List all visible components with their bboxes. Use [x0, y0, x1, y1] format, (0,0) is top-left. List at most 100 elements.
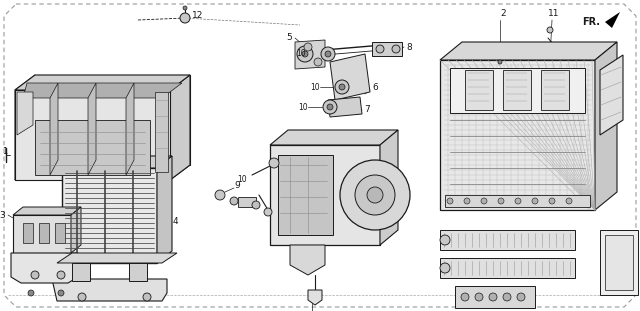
Circle shape [481, 198, 487, 204]
Circle shape [475, 293, 483, 301]
Polygon shape [126, 83, 134, 175]
Circle shape [31, 271, 39, 279]
Circle shape [517, 293, 525, 301]
Circle shape [183, 6, 187, 10]
Circle shape [447, 198, 453, 204]
Circle shape [325, 51, 331, 57]
Bar [455, 286, 535, 308]
Bar [270, 145, 380, 245]
Bar [605, 235, 633, 290]
Circle shape [143, 293, 151, 301]
Bar [450, 68, 585, 113]
Polygon shape [328, 97, 362, 117]
Polygon shape [35, 75, 190, 165]
Text: 5: 5 [286, 33, 292, 41]
Polygon shape [290, 245, 325, 275]
Text: 10: 10 [310, 82, 320, 91]
Circle shape [566, 198, 572, 204]
Polygon shape [71, 207, 81, 253]
Bar [440, 258, 575, 278]
Bar [372, 42, 402, 56]
Polygon shape [52, 279, 167, 301]
Bar [541, 70, 569, 110]
Circle shape [58, 290, 64, 296]
Circle shape [302, 51, 308, 57]
Polygon shape [13, 207, 81, 215]
Polygon shape [11, 253, 78, 283]
Text: 9: 9 [234, 180, 240, 189]
Circle shape [503, 293, 511, 301]
Polygon shape [295, 40, 325, 69]
Text: 10: 10 [296, 49, 306, 58]
Circle shape [532, 198, 538, 204]
Polygon shape [155, 92, 168, 172]
Bar [129, 263, 147, 281]
Circle shape [28, 290, 34, 296]
Polygon shape [88, 83, 96, 175]
Text: 1: 1 [2, 147, 7, 156]
Bar [23, 223, 33, 243]
Text: 6: 6 [372, 82, 378, 91]
Circle shape [297, 46, 313, 62]
Circle shape [440, 235, 450, 245]
Circle shape [367, 187, 383, 203]
Polygon shape [380, 130, 398, 245]
Text: 2: 2 [500, 10, 506, 18]
Polygon shape [15, 165, 190, 180]
Polygon shape [15, 75, 190, 90]
Bar [503, 70, 531, 110]
Circle shape [498, 198, 504, 204]
Bar [72, 263, 90, 281]
Polygon shape [605, 12, 620, 28]
Polygon shape [15, 75, 35, 180]
Bar [465, 70, 493, 110]
Text: 8: 8 [406, 43, 412, 52]
Circle shape [327, 104, 333, 110]
Circle shape [78, 293, 86, 301]
Circle shape [335, 80, 349, 94]
Polygon shape [157, 156, 172, 263]
Bar [445, 195, 590, 207]
Bar [440, 60, 595, 210]
Text: 10: 10 [298, 103, 308, 112]
Bar [55, 223, 65, 243]
Bar [600, 230, 638, 295]
Circle shape [314, 58, 322, 66]
Polygon shape [23, 83, 182, 98]
Circle shape [515, 198, 521, 204]
Bar [62, 168, 157, 263]
Text: 4: 4 [173, 217, 179, 226]
Circle shape [264, 208, 272, 216]
Circle shape [440, 263, 450, 273]
Bar [278, 155, 333, 235]
Polygon shape [595, 42, 617, 210]
Circle shape [392, 45, 400, 53]
Bar [13, 215, 71, 253]
Text: FR.: FR. [582, 17, 600, 27]
Polygon shape [57, 253, 177, 263]
Polygon shape [270, 130, 398, 145]
Polygon shape [15, 90, 170, 180]
Circle shape [304, 43, 312, 51]
Circle shape [549, 198, 555, 204]
Circle shape [215, 190, 225, 200]
Circle shape [339, 84, 345, 90]
Circle shape [355, 175, 395, 215]
Polygon shape [330, 54, 370, 100]
Circle shape [498, 60, 502, 64]
Polygon shape [600, 55, 623, 135]
Circle shape [489, 293, 497, 301]
Circle shape [376, 45, 384, 53]
Circle shape [269, 158, 279, 168]
Circle shape [547, 27, 553, 33]
Polygon shape [440, 42, 617, 60]
Circle shape [323, 100, 337, 114]
Polygon shape [50, 83, 58, 175]
Circle shape [321, 47, 335, 61]
Polygon shape [170, 75, 190, 180]
Text: 12: 12 [192, 12, 204, 21]
Text: 10: 10 [237, 175, 247, 184]
Circle shape [230, 197, 238, 205]
Bar [39, 223, 49, 243]
Polygon shape [17, 92, 33, 135]
